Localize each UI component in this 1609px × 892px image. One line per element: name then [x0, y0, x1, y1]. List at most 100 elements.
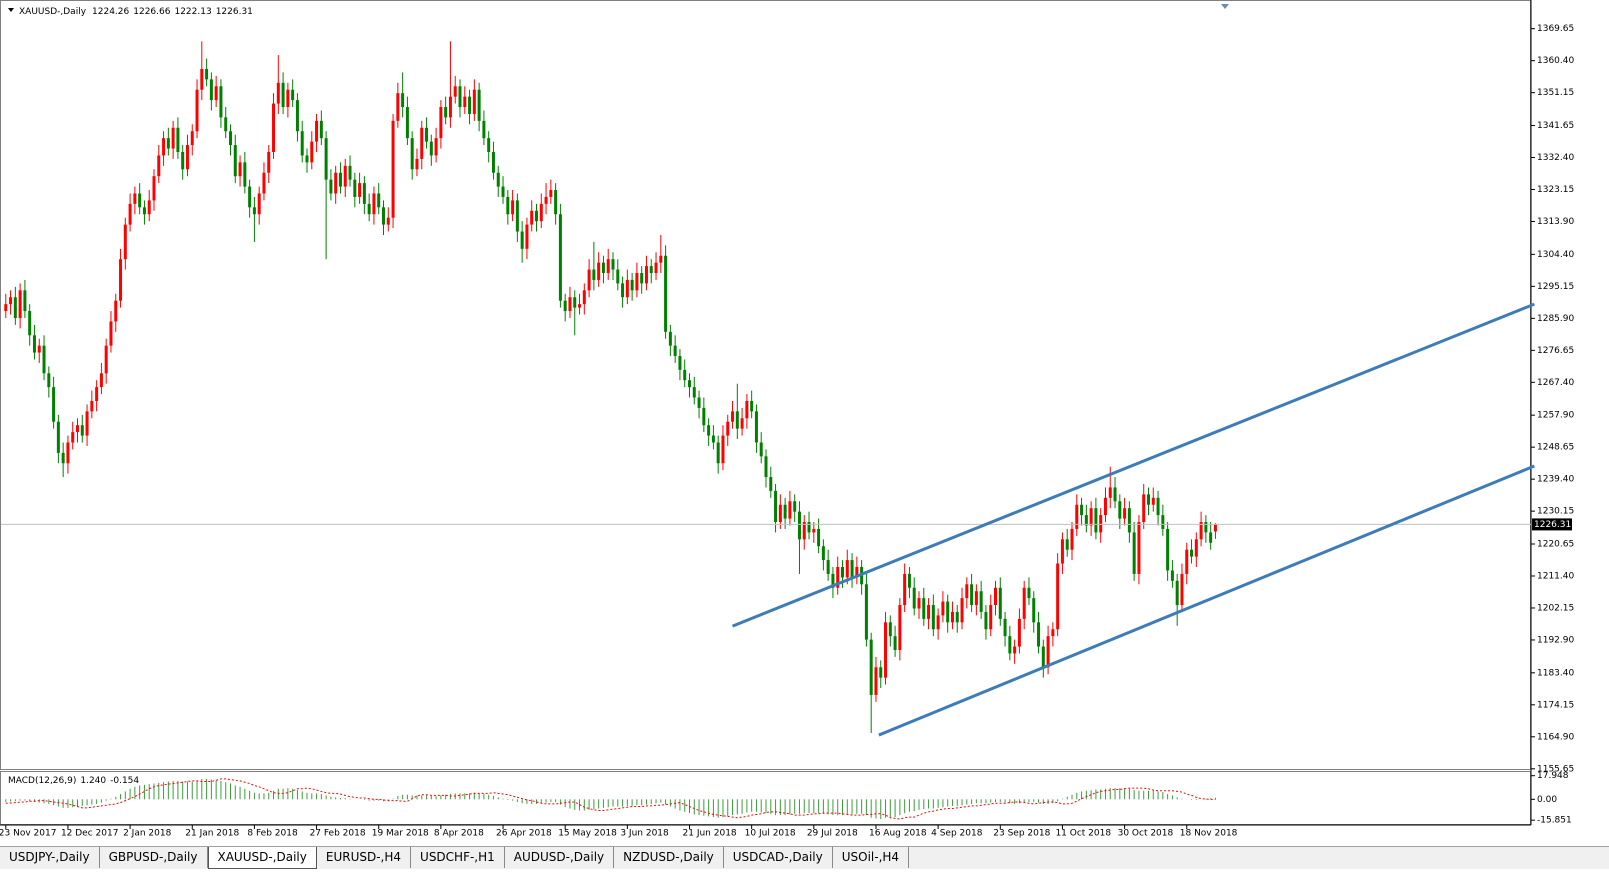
candle-body [659, 255, 663, 263]
y-tick-label: 1183.40 [1537, 668, 1574, 678]
candle-body [272, 103, 276, 152]
candle-body [4, 304, 8, 312]
candle-body [425, 127, 429, 142]
candle-body [1132, 532, 1136, 574]
candle-body [119, 259, 123, 301]
candle-body [468, 96, 472, 114]
x-tick-label: 12 Dec 2017 [61, 829, 119, 839]
candle-body [501, 186, 505, 197]
y-tick-label: 1313.90 [1537, 217, 1574, 227]
candle-body [735, 411, 739, 429]
symbol-tab[interactable]: EURUSD-,H4 [317, 847, 412, 868]
symbol-tab[interactable]: USDJPY-,Daily [0, 847, 100, 868]
candle-body [66, 442, 70, 464]
candle-body [750, 400, 754, 412]
candle-body [879, 667, 883, 678]
candle-body [506, 196, 510, 215]
candle-body [836, 566, 840, 588]
y-tick-label: 1248.65 [1537, 443, 1574, 453]
candle-body [520, 231, 524, 249]
channel-line [878, 464, 1535, 737]
candle-body [482, 120, 486, 139]
candle-body [147, 200, 151, 215]
candle-body [568, 297, 572, 312]
symbol-tab[interactable]: USDCAD-,Daily [724, 847, 833, 868]
candle-body [190, 131, 194, 146]
candle-body [209, 79, 213, 101]
symbol-tab[interactable]: GBPUSD-,Daily [100, 847, 208, 868]
y-tick-label: -15.851 [1537, 816, 1572, 826]
x-tick-label: 18 Nov 2018 [1180, 829, 1238, 839]
candle-body [793, 501, 797, 512]
candle-body [668, 331, 672, 346]
candle-body [802, 522, 806, 540]
y-tick-label: 1230.15 [1537, 507, 1574, 517]
symbol-tab[interactable]: XAUUSD-,Daily [207, 847, 317, 869]
x-tick-label: 29 Jul 2018 [807, 829, 858, 839]
candle-body [582, 290, 586, 305]
candle-body [855, 566, 859, 578]
candle-body [80, 425, 84, 436]
candle-body [1137, 522, 1141, 574]
candle-body [252, 207, 256, 215]
y-tick-label: 1341.65 [1537, 121, 1574, 131]
y-tick-label: 1285.90 [1537, 314, 1574, 324]
x-tick-label: 27 Feb 2018 [310, 829, 366, 839]
candle-body [56, 421, 60, 453]
symbol-tab[interactable]: AUDUSD-,Daily [505, 847, 615, 868]
symbol-tab[interactable]: USDCHF-,H1 [411, 847, 505, 868]
y-tick-label: 1202.15 [1537, 603, 1574, 613]
candle-body [903, 573, 907, 606]
candle-body [974, 591, 978, 606]
candle-body [946, 601, 950, 623]
candle-body [1190, 549, 1194, 557]
candle-body [692, 387, 696, 398]
x-tick-label: 23 Sep 2018 [993, 829, 1050, 839]
symbol-tab[interactable]: USOil-,H4 [833, 847, 910, 868]
candle-body [1060, 539, 1064, 564]
candle-body [463, 96, 467, 108]
x-tick-label: 10 Jul 2018 [745, 829, 796, 839]
candle-body [597, 262, 601, 280]
candle-body [769, 477, 773, 491]
candle-body [1075, 504, 1079, 529]
candle-body [898, 605, 902, 650]
y-tick-label: 1295.15 [1537, 282, 1574, 292]
channel-line [731, 302, 1535, 628]
candle-body [343, 165, 347, 187]
candle-body [1204, 522, 1208, 533]
candle-body [1032, 598, 1036, 623]
x-tick-label: 8 Feb 2018 [247, 829, 298, 839]
candle-body [630, 279, 634, 291]
candle-body [1194, 539, 1198, 557]
candle-body [487, 138, 491, 152]
x-tick-label: 21 Jan 2018 [185, 829, 239, 839]
x-tick-label: 21 Jun 2018 [683, 829, 737, 839]
signal-value: -0.154 [110, 776, 139, 786]
candle-body [415, 158, 419, 170]
candle-body [1213, 524, 1217, 532]
candle-body [104, 345, 108, 374]
candle-body [338, 172, 342, 187]
candle-body [90, 400, 94, 412]
candle-body [1065, 539, 1069, 550]
candle-body [267, 151, 271, 173]
candle-body [1156, 497, 1160, 516]
y-tick-label: 0.00 [1537, 795, 1557, 805]
chart-shift-marker[interactable] [1221, 4, 1229, 9]
candle-body [955, 611, 959, 623]
macd-title: MACD(12,26,9) [8, 776, 76, 786]
x-tick-label: 11 Oct 2018 [1055, 829, 1111, 839]
candle-body [616, 269, 620, 284]
candle-body [229, 131, 232, 146]
candle-body [1103, 497, 1107, 516]
symbol-menu-icon[interactable] [8, 8, 14, 12]
symbol-tab[interactable]: NZDUSD-,Daily [614, 847, 724, 868]
candle-body [716, 442, 720, 464]
candle-body [477, 89, 481, 121]
candle-body [157, 155, 161, 177]
candle-body [874, 667, 878, 695]
candle-body [1013, 646, 1017, 654]
candle-body [1080, 504, 1084, 516]
candle-body [37, 345, 41, 353]
